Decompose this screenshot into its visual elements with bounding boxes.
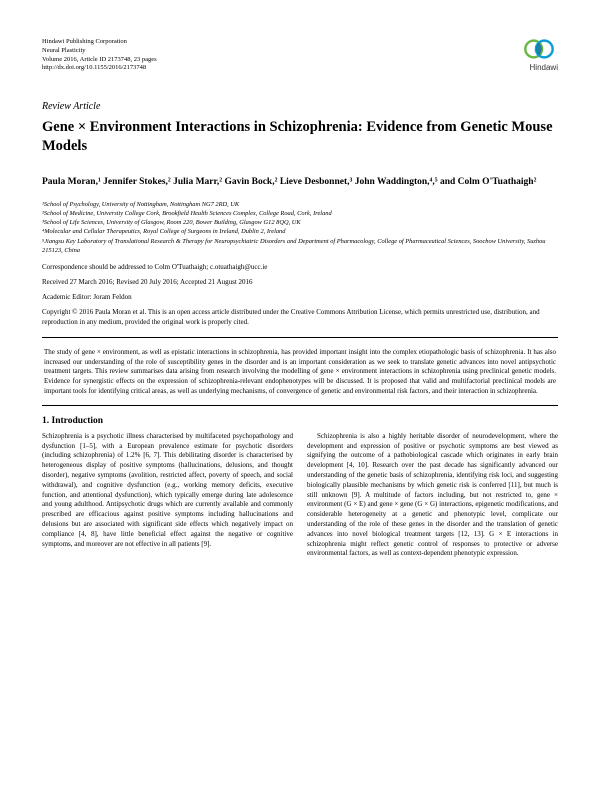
abstract-text: The study of gene × environment, as well… (42, 348, 558, 397)
affil-line: ⁴Molecular and Cellular Therapeutics, Ro… (42, 227, 558, 236)
pub-line: Neural Plasticity (42, 47, 157, 56)
publisher-info: Hindawi Publishing Corporation Neural Pl… (42, 38, 157, 73)
brand-name: Hindawi (520, 63, 558, 72)
brand-logo: Hindawi (520, 38, 558, 72)
pub-line: http://dx.doi.org/10.1155/2016/2173748 (42, 64, 157, 73)
article-type: Review Article (42, 101, 558, 112)
affil-line: ¹School of Psychology, University of Not… (42, 200, 558, 209)
body-paragraph: Schizophrenia is also a highly heritable… (307, 432, 558, 559)
pub-line: Volume 2016, Article ID 2173748, 23 page… (42, 56, 157, 65)
copyright-notice: Copyright © 2016 Paula Moran et al. This… (42, 308, 558, 328)
divider (42, 405, 558, 406)
article-title: Gene × Environment Interactions in Schiz… (42, 118, 558, 156)
affil-line: ⁵Jiangsu Key Laboratory of Translational… (42, 237, 558, 256)
academic-editor: Academic Editor: Joram Feldon (42, 293, 558, 301)
affil-line: ²School of Medicine, University College … (42, 209, 558, 218)
page-header: Hindawi Publishing Corporation Neural Pl… (42, 38, 558, 73)
body-paragraph: Schizophrenia is a psychotic illness cha… (42, 432, 293, 550)
article-dates: Received 27 March 2016; Revised 20 July … (42, 278, 558, 286)
right-column: Schizophrenia is also a highly heritable… (307, 432, 558, 559)
section-heading: 1. Introduction (42, 416, 558, 426)
left-column: Schizophrenia is a psychotic illness cha… (42, 432, 293, 559)
authors-list: Paula Moran,¹ Jennifer Stokes,² Julia Ma… (42, 176, 558, 190)
body-columns: Schizophrenia is a psychotic illness cha… (42, 432, 558, 559)
affil-line: ³School of Life Sciences, University of … (42, 218, 558, 227)
correspondence: Correspondence should be addressed to Co… (42, 263, 558, 271)
affiliations: ¹School of Psychology, University of Not… (42, 200, 558, 256)
divider (42, 337, 558, 338)
hindawi-icon (520, 38, 558, 60)
pub-line: Hindawi Publishing Corporation (42, 38, 157, 47)
